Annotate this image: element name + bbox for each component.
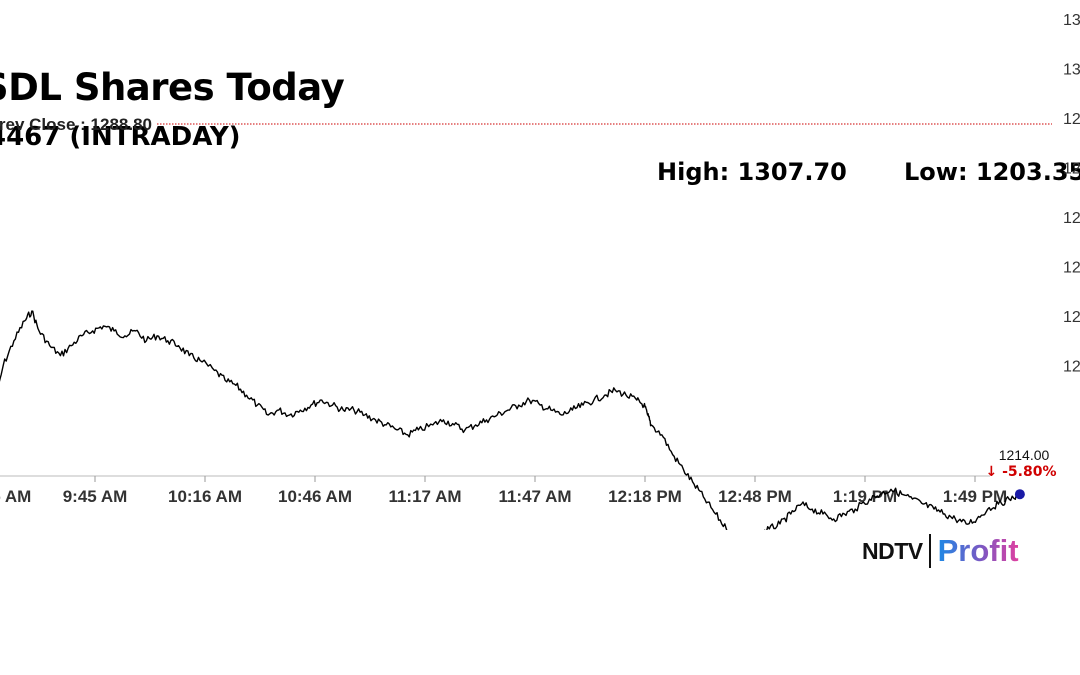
- last-value-box: [990, 446, 1056, 480]
- price-series-line: [0, 310, 1021, 530]
- high-value: High: 1307.70: [657, 158, 847, 186]
- x-tick-label: 11:17 AM: [388, 487, 461, 506]
- y-tick-label: 1290: [1063, 111, 1080, 128]
- x-tick-label: 12:48 PM: [718, 487, 792, 506]
- x-tick-label: 10:46 AM: [278, 487, 352, 506]
- y-tick-label: 1270: [1063, 210, 1080, 227]
- x-tick-label: 10:16 AM: [168, 487, 242, 506]
- x-tick-label: 11:47 AM: [498, 487, 571, 506]
- x-tick-label: 1:19 PM: [833, 487, 897, 506]
- y-tick-label: 1260: [1063, 260, 1080, 277]
- y-tick-label: 1240: [1063, 359, 1080, 376]
- last-price-marker: [1014, 489, 1025, 500]
- y-tick-label: 1300: [1063, 62, 1080, 79]
- intraday-chart: 1310 1300 1290 1280 1270 1260 1250 1240 Prev Clo…: [0, 12, 1080, 530]
- y-tick-label: 1250: [1063, 309, 1080, 326]
- low-value: Low: 1203.35: [904, 158, 1080, 186]
- x-tick-label: 1:49 PM: [943, 487, 1007, 506]
- x-tick-label: 12:18 PM: [608, 487, 682, 506]
- ndtv-profit-logo: NDTV Profit: [862, 533, 1019, 569]
- last-value-label: 1214.00: [999, 447, 1050, 463]
- y-tick-label: 1310: [1063, 12, 1080, 29]
- prev-close-label: Prev Close : 1288.80: [0, 115, 152, 134]
- ndtv-wordmark: NDTV: [862, 537, 923, 564]
- chart-title: SDL Shares Today: [0, 66, 345, 109]
- logo-divider: [928, 534, 931, 568]
- x-tick-label: 9:15 AM: [0, 487, 31, 506]
- y-tick-label: 1280: [1063, 161, 1080, 178]
- change-percent-label: ↓ -5.80%: [986, 464, 1057, 480]
- chart-subtitle: 4467 (INTRADAY): [0, 122, 241, 152]
- profit-wordmark: Profit: [937, 533, 1019, 568]
- x-tick-label: 9:45 AM: [63, 487, 128, 506]
